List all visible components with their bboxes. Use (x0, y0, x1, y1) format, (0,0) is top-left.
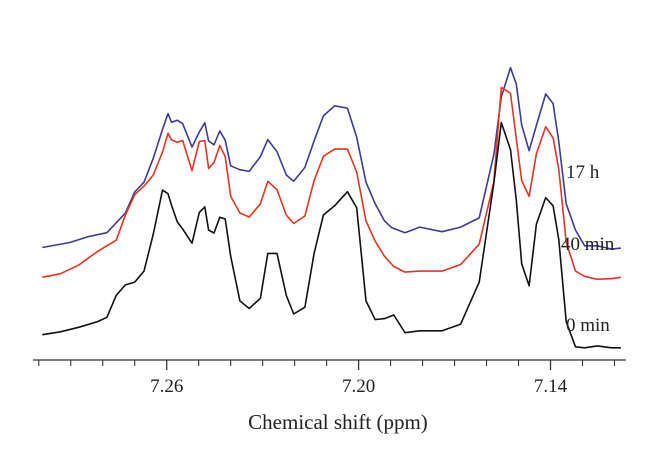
x-tick-label: 7.20 (342, 376, 375, 397)
x-tick-label: 7.26 (150, 376, 183, 397)
series-layer (42, 66, 622, 349)
series-label-17-h: 17 h (566, 162, 600, 183)
series-line-0-min (42, 121, 621, 349)
series-labels: 17 h 40 min 0 min (561, 162, 615, 336)
series-line-17-h (42, 66, 621, 250)
x-axis-ticks: 7.26 7.20 7.14 (38, 360, 616, 397)
series-label-40-min: 40 min (561, 234, 615, 255)
series-line-40-min (42, 86, 622, 281)
x-tick-label: 7.14 (534, 376, 568, 397)
series-label-0-min: 0 min (566, 315, 610, 336)
x-axis-title: Chemical shift (ppm) (248, 410, 428, 434)
